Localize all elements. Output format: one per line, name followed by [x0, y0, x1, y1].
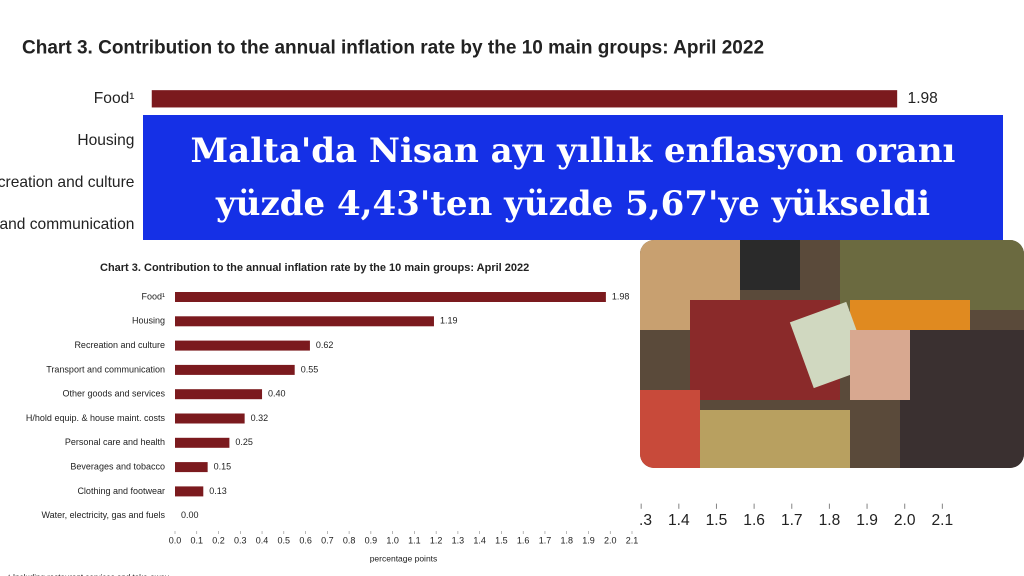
x-tick-label: 1.7 — [781, 512, 803, 529]
category-label: Recreation and culture — [74, 340, 165, 350]
x-tick-label: 1.5 — [495, 535, 508, 545]
x-tick-label: 1.8 — [819, 512, 841, 529]
bar — [175, 413, 245, 424]
bar — [175, 364, 295, 375]
chart: Chart 3. Contribution to the annual infl… — [8, 262, 638, 576]
x-tick-label: 0.8 — [343, 535, 356, 545]
x-axis-label: percentage points — [370, 553, 438, 563]
value-label: 0.55 — [301, 364, 319, 374]
x-tick-label: 2.0 — [894, 512, 916, 529]
photo — [640, 240, 1024, 468]
bar — [175, 437, 230, 448]
x-tick-label: 1.8 — [560, 535, 573, 545]
category-label: Food¹ — [141, 291, 165, 301]
category-label: Transport and communication — [0, 216, 134, 233]
bar — [175, 486, 204, 497]
value-label: 0.32 — [251, 413, 269, 423]
x-tick-label: 1.9 — [856, 512, 878, 529]
x-tick-label: 0.7 — [321, 535, 334, 545]
value-label: 1.98 — [612, 291, 630, 301]
headline-line: Malta'da Nisan ayı yıllık enflasyon oran… — [191, 131, 956, 171]
category-label: Housing — [132, 316, 165, 326]
bar — [175, 316, 434, 327]
category-label: Personal care and health — [65, 437, 165, 447]
x-tick-label: 1.5 — [706, 512, 728, 529]
category-label: Transport and communication — [46, 364, 165, 374]
x-tick-label: 0.9 — [365, 535, 378, 545]
x-tick-label: 1.4 — [668, 512, 690, 529]
category-label: H/hold equip. & house maint. costs — [26, 413, 166, 423]
x-tick-label: 1.4 — [473, 535, 486, 545]
bar — [175, 462, 208, 473]
bar — [175, 389, 263, 400]
footnote: ¹ Including restaurant services and take… — [8, 573, 169, 576]
x-tick-label: 0.4 — [256, 535, 269, 545]
category-label: Water, electricity, gas and fuels — [41, 510, 165, 520]
bar — [175, 292, 606, 302]
x-tick-label: 0.0 — [169, 535, 182, 545]
category-label: Clothing and footwear — [77, 486, 165, 496]
value-label: 0.40 — [268, 389, 286, 399]
value-label: 0.25 — [235, 437, 253, 447]
headline-banner: Malta'da Nisan ayı yıllık enflasyon oran… — [143, 115, 1003, 240]
chart-title: Chart 3. Contribution to the annual infl… — [100, 262, 529, 274]
x-tick-label: 0.5 — [278, 535, 291, 545]
chart-panel — [0, 250, 640, 576]
x-tick-label: 1.9 — [582, 535, 595, 545]
value-label: 0.13 — [209, 486, 227, 496]
x-tick-label: 1.3 — [452, 535, 465, 545]
value-label: 0.00 — [181, 510, 199, 520]
headline-line: yüzde 4,43'ten yüzde 5,67'ye yükseldi — [215, 184, 930, 224]
chart-title: Chart 3. Contribution to the annual infl… — [22, 38, 764, 59]
x-tick-label: 2.0 — [604, 535, 617, 545]
x-tick-label: 1.7 — [539, 535, 552, 545]
x-tick-label: 2.1 — [626, 535, 639, 545]
x-tick-label: 1.6 — [517, 535, 530, 545]
category-label: Recreation and culture — [0, 174, 134, 191]
x-tick-label: 0.2 — [212, 535, 225, 545]
value-label: 0.15 — [214, 461, 232, 471]
bar — [175, 340, 310, 351]
value-label: 1.98 — [908, 90, 938, 107]
x-tick-label: 2.1 — [932, 512, 954, 529]
category-label: Other goods and services — [62, 389, 165, 399]
x-tick-label: 1.0 — [386, 535, 399, 545]
bar — [151, 90, 898, 108]
x-tick-label: 0.1 — [191, 535, 204, 545]
category-label: Beverages and tobacco — [70, 461, 165, 471]
x-tick-label: 0.6 — [299, 535, 312, 545]
x-tick-label: 0.3 — [234, 535, 247, 545]
category-label: Food¹ — [94, 90, 135, 107]
x-tick-label: 1.6 — [743, 512, 765, 529]
value-label: 0.62 — [316, 340, 334, 350]
x-tick-label: 1.1 — [408, 535, 421, 545]
x-tick-label: 1.2 — [430, 535, 443, 545]
value-label: 1.19 — [440, 316, 458, 326]
category-label: Housing — [77, 132, 134, 149]
